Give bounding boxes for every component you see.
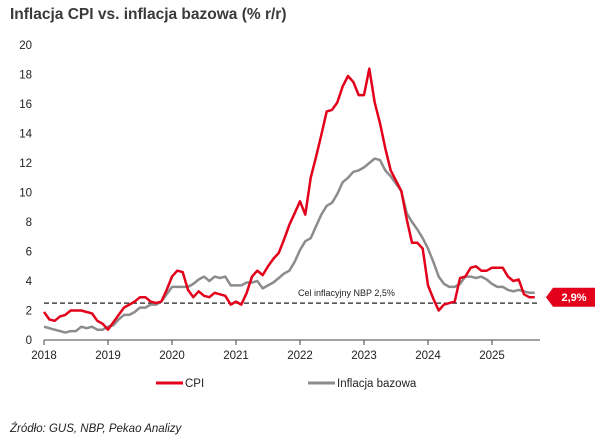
x-tick-label: 2018: [31, 350, 57, 362]
legend-core-label: Inflacja bazowa: [337, 378, 417, 390]
y-tick-label: 4: [26, 276, 33, 288]
legend-cpi-label: CPI: [185, 378, 204, 390]
y-tick-label: 6: [26, 247, 32, 259]
y-tick-label: 20: [19, 40, 32, 52]
y-tick-label: 14: [19, 129, 32, 141]
y-tick-label: 12: [19, 158, 32, 170]
x-axis-ticks: 2018 2019 2020 2021 2022 2023 2024 2025: [31, 340, 505, 362]
y-tick-label: 18: [19, 70, 32, 82]
end-badge-shape: [546, 287, 595, 307]
y-tick-label: 0: [26, 335, 32, 347]
y-tick-label: 16: [19, 99, 32, 111]
x-tick-label: 2019: [95, 350, 121, 362]
y-tick-label: 8: [26, 217, 32, 229]
target-label: Cel inflacyjny NBP 2,5%: [298, 288, 395, 298]
x-tick-label: 2022: [287, 350, 313, 362]
x-tick-label: 2021: [223, 350, 249, 362]
y-tick-label: 2: [26, 306, 32, 318]
x-tick-label: 2023: [351, 350, 377, 362]
end-value-badge: 2,9%: [546, 287, 595, 307]
x-tick-label: 2025: [479, 350, 505, 362]
legend: CPI Inflacja bazowa: [156, 378, 417, 390]
x-tick-label: 2020: [159, 350, 185, 362]
source-note: Źródło: GUS, NBP, Pekao Analizy: [10, 423, 182, 435]
y-axis-ticks: 0 2 4 6 8 10 12 14 16 18 20: [19, 40, 32, 347]
chart-title: Inflacja CPI vs. inflacja bazowa (% r/r): [10, 6, 287, 23]
end-badge-label: 2,9%: [561, 292, 586, 304]
cpi-series-line: [42, 67, 535, 331]
x-tick-label: 2024: [415, 350, 441, 362]
core-inflation-series-line: [43, 157, 535, 334]
y-tick-label: 10: [19, 188, 32, 200]
